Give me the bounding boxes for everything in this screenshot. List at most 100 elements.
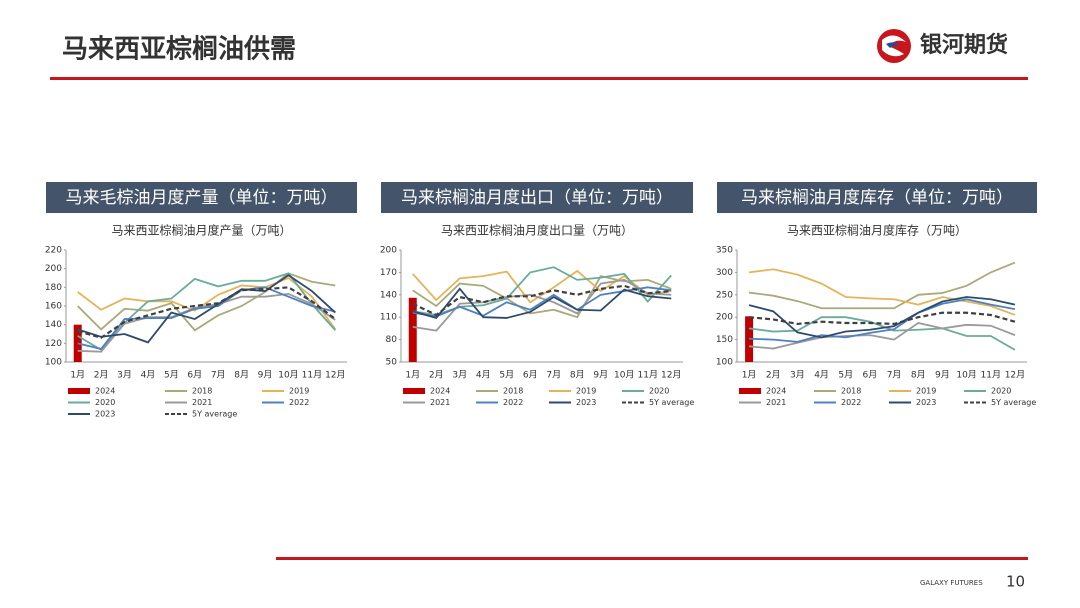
- footer-rule: [276, 557, 1028, 560]
- x-tick-label: 9月: [258, 370, 273, 381]
- chart-title: 马来西亚棕榈油月度出口量（万吨）: [441, 223, 633, 238]
- x-tick-label: 2月: [94, 370, 109, 381]
- y-tick-label: 200: [716, 313, 733, 323]
- y-tick-label: 100: [716, 358, 733, 368]
- x-tick-label: 9月: [935, 370, 950, 381]
- legend-label: 2018: [841, 387, 861, 396]
- chart-title: 马来西亚棕榈油月度产量（万吨）: [111, 223, 291, 238]
- x-tick-label: 4月: [814, 370, 829, 381]
- x-tick-label: 4月: [141, 370, 156, 381]
- legend-label: 2023: [916, 398, 936, 407]
- y-tick-label: 110: [380, 313, 397, 323]
- series-line: [77, 292, 336, 353]
- legend-label: 2019: [289, 387, 309, 396]
- legend-label: 2022: [503, 398, 523, 407]
- y-tick-label: 220: [45, 246, 62, 256]
- bar: [73, 324, 82, 362]
- x-tick-label: 7月: [546, 370, 561, 381]
- x-tick-label: 1月: [405, 370, 420, 381]
- legend-label: 2023: [576, 398, 596, 407]
- series-line: [77, 276, 337, 330]
- x-tick-label: 12月: [661, 370, 681, 381]
- legend-label: 2022: [289, 398, 309, 407]
- legend-label: 2024: [766, 387, 786, 396]
- y-tick-label: 200: [45, 264, 62, 274]
- x-tick-label: 7月: [211, 370, 226, 381]
- x-tick-label: 11月: [302, 370, 322, 381]
- x-tick-label: 12月: [1005, 370, 1025, 381]
- legend-label: 2021: [192, 398, 212, 407]
- y-tick-label: 350: [716, 246, 733, 256]
- footer-brand: GALAXY FUTURES: [920, 579, 983, 587]
- series-line: [412, 284, 672, 317]
- x-tick-label: 10月: [956, 370, 976, 381]
- y-tick-label: 50: [386, 358, 398, 368]
- panel-title: 马来棕榈油月度出口（单位：万吨）: [401, 188, 673, 208]
- chart-title: 马来西亚棕榈油月度库存（万吨）: [787, 223, 967, 238]
- series-line: [77, 272, 336, 332]
- x-tick-label: 2月: [766, 370, 781, 381]
- y-tick-label: 140: [45, 320, 62, 330]
- series-line: [748, 268, 1016, 316]
- x-tick-label: 11月: [638, 370, 658, 381]
- logo-icon: [877, 29, 911, 63]
- y-tick-label: 150: [716, 335, 733, 345]
- series-line: [748, 311, 1016, 326]
- x-tick-label: 1月: [70, 370, 85, 381]
- legend-label: 2021: [766, 398, 786, 407]
- series-line: [748, 261, 1016, 310]
- y-tick-label: 300: [716, 268, 733, 278]
- series-line: [77, 274, 336, 344]
- x-tick-label: 10月: [614, 370, 634, 381]
- legend-label: 5Y average: [991, 398, 1036, 407]
- legend-swatch: [403, 388, 425, 394]
- panel-header: [46, 182, 357, 213]
- panel-title: 马来棕榈油月度库存（单位：万吨）: [741, 188, 1013, 208]
- legend-label: 2020: [95, 398, 115, 407]
- x-tick-label: 8月: [570, 370, 585, 381]
- legend-label: 2019: [576, 387, 596, 396]
- legend-label: 2024: [430, 387, 450, 396]
- x-tick-label: 4月: [476, 370, 491, 381]
- legend-swatch: [739, 388, 761, 394]
- legend-label: 2023: [95, 410, 115, 419]
- y-tick-label: 140: [380, 290, 397, 300]
- legend-label: 5Y average: [192, 410, 237, 419]
- x-tick-label: 6月: [187, 370, 202, 381]
- y-tick-label: 80: [386, 335, 398, 345]
- x-tick-label: 8月: [234, 370, 249, 381]
- page-number: 10: [1006, 573, 1025, 591]
- panel-header: [381, 182, 693, 213]
- x-tick-label: 2月: [429, 370, 444, 381]
- x-tick-label: 6月: [863, 370, 878, 381]
- legend-label: 2024: [95, 387, 115, 396]
- y-tick-label: 120: [45, 339, 62, 349]
- x-tick-label: 5月: [499, 370, 514, 381]
- bar: [408, 297, 417, 362]
- series-line: [748, 316, 1016, 351]
- y-tick-label: 160: [45, 302, 62, 312]
- legend-label: 2018: [192, 387, 212, 396]
- series-line: [748, 296, 1016, 339]
- x-tick-label: 11月: [981, 370, 1001, 381]
- x-tick-label: 7月: [887, 370, 902, 381]
- header-rule: [50, 77, 1028, 80]
- legend-label: 2022: [841, 398, 861, 407]
- logo-text: 银河期货: [920, 32, 1008, 58]
- x-tick-label: 5月: [838, 370, 853, 381]
- x-tick-label: 1月: [742, 370, 757, 381]
- panel-header: [717, 182, 1037, 213]
- y-tick-label: 200: [380, 246, 397, 256]
- x-tick-label: 10月: [278, 370, 298, 381]
- panel-title: 马来毛棕油月度产量（单位：万吨）: [66, 188, 338, 208]
- legend-label: 2021: [430, 398, 450, 407]
- x-tick-label: 3月: [452, 370, 467, 381]
- legend-label: 2020: [991, 387, 1011, 396]
- y-tick-label: 250: [716, 290, 733, 300]
- x-tick-label: 3月: [790, 370, 805, 381]
- legend-label: 2020: [649, 387, 669, 396]
- legend-label: 5Y average: [649, 398, 694, 407]
- x-tick-label: 3月: [117, 370, 132, 381]
- legend-swatch: [68, 388, 90, 394]
